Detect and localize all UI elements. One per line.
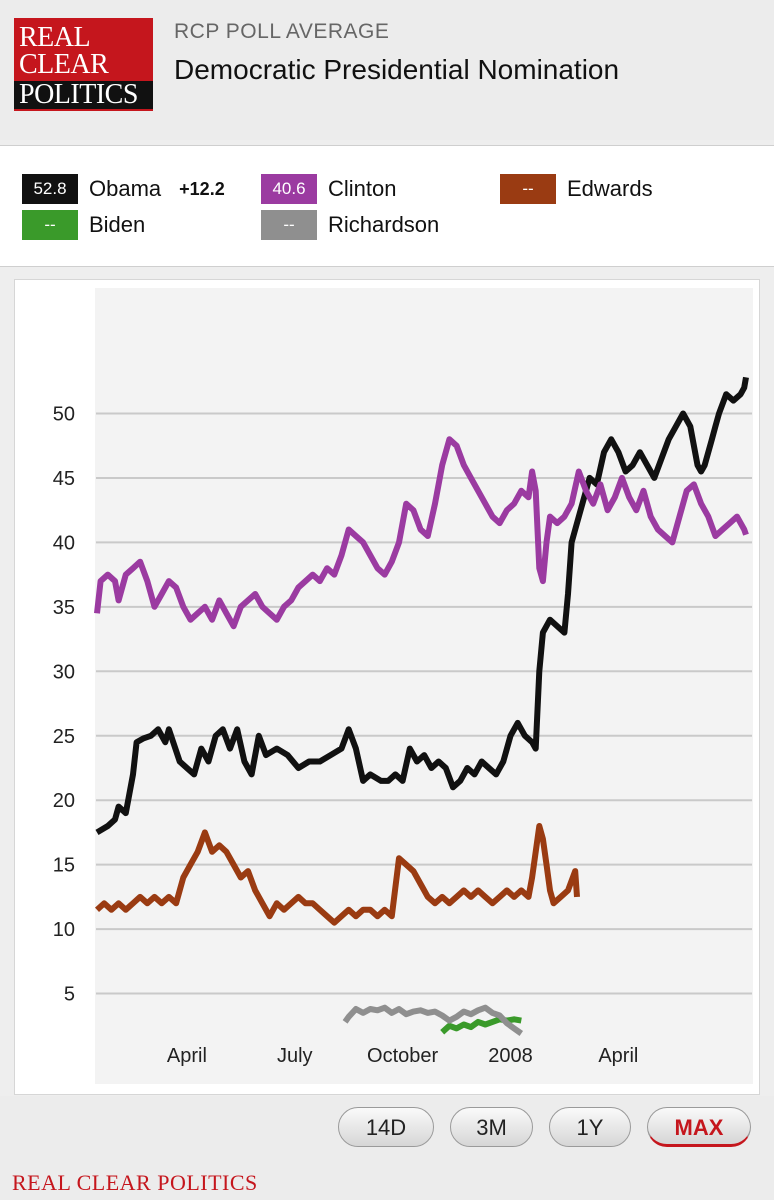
x-tick-label: July bbox=[277, 1045, 313, 1067]
y-tick-label: 20 bbox=[53, 790, 75, 812]
y-tick-label: 5 bbox=[64, 984, 75, 1006]
legend-value-badge: -- bbox=[22, 210, 78, 240]
range-1y-button[interactable]: 1Y bbox=[549, 1107, 631, 1147]
plot-area bbox=[95, 288, 753, 1084]
y-tick-label: 25 bbox=[53, 726, 75, 748]
rcp-logo[interactable]: REAL CLEAR POLITICS bbox=[14, 18, 153, 111]
y-tick-label: 45 bbox=[53, 468, 75, 490]
logo-line-3: POLITICS bbox=[14, 81, 153, 109]
legend: 52.8 Obama +12.2 40.6 Clinton -- Edwards… bbox=[0, 145, 774, 267]
legend-value-badge: -- bbox=[500, 174, 556, 204]
y-tick-label: 50 bbox=[53, 404, 75, 426]
range-14d-button[interactable]: 14D bbox=[338, 1107, 434, 1147]
page-title: Democratic Presidential Nomination bbox=[174, 54, 620, 85]
legend-label: Richardson bbox=[328, 212, 440, 237]
legend-spread: +12.2 bbox=[179, 178, 225, 199]
legend-label: Clinton bbox=[328, 176, 397, 201]
y-tick-label: 15 bbox=[53, 855, 75, 877]
footer-logo[interactable]: REAL CLEAR POLITICS bbox=[12, 1170, 258, 1195]
y-tick-label: 35 bbox=[53, 597, 75, 619]
header: REAL CLEAR POLITICS RCP POLL AVERAGE Dem… bbox=[0, 0, 774, 140]
x-tick-label: April bbox=[598, 1045, 638, 1067]
legend-label: Edwards bbox=[567, 176, 653, 201]
legend-value-badge: 40.6 bbox=[261, 174, 317, 204]
range-3m-button[interactable]: 3M bbox=[450, 1107, 533, 1147]
series-line-obama[interactable] bbox=[95, 376, 749, 835]
y-tick-label: 10 bbox=[53, 919, 75, 941]
legend-item-obama[interactable]: 52.8 Obama +12.2 bbox=[22, 174, 225, 204]
legend-value-badge: 52.8 bbox=[22, 174, 78, 204]
x-tick-label: April bbox=[167, 1045, 207, 1067]
series-line-richardson[interactable] bbox=[342, 1004, 524, 1036]
legend-value-badge: -- bbox=[261, 210, 317, 240]
x-tick-label: October bbox=[367, 1045, 438, 1067]
chart-container[interactable]: 5 10 15 20 25 30 35 40 45 50 April July October 2008… bbox=[14, 279, 760, 1095]
poll-line-chart[interactable]: 5 10 15 20 25 30 35 40 45 50 April July October 2008… bbox=[15, 280, 759, 1094]
x-tick-label: 2008 bbox=[488, 1045, 533, 1067]
logo-line-2: CLEAR bbox=[19, 49, 109, 80]
range-max-button[interactable]: MAX bbox=[647, 1107, 751, 1147]
legend-item-edwards[interactable]: -- Edwards bbox=[500, 174, 653, 204]
y-tick-label: 40 bbox=[53, 532, 75, 554]
legend-item-richardson[interactable]: -- Richardson bbox=[261, 210, 439, 240]
series-line-clinton[interactable] bbox=[94, 436, 749, 630]
legend-item-clinton[interactable]: 40.6 Clinton bbox=[261, 174, 396, 204]
legend-label: Obama bbox=[89, 176, 162, 201]
legend-label: Biden bbox=[89, 212, 146, 237]
y-tick-label: 30 bbox=[53, 661, 75, 683]
legend-item-biden[interactable]: -- Biden bbox=[22, 210, 145, 240]
poll-average-kicker: RCP POLL AVERAGE bbox=[174, 20, 390, 43]
series-line-edwards[interactable] bbox=[94, 823, 580, 926]
logo-line-1: REAL bbox=[19, 22, 91, 53]
